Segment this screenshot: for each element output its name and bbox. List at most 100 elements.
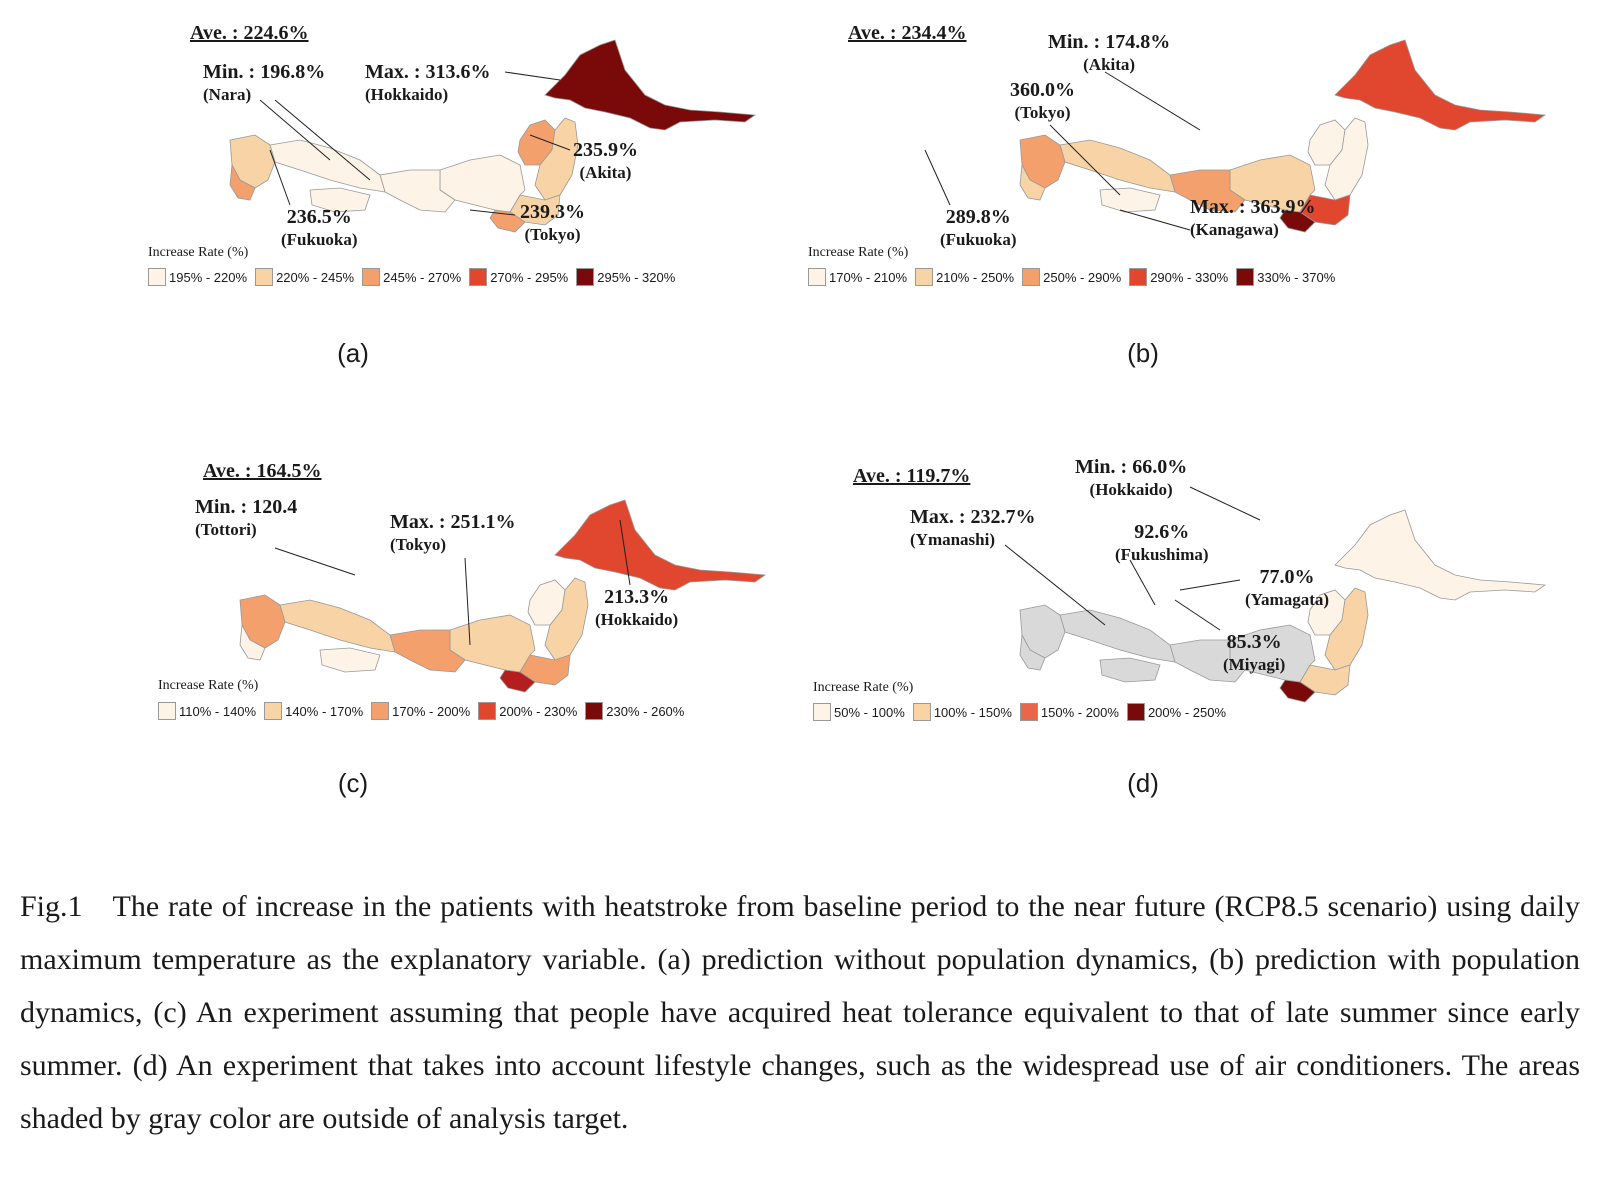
annotation-a5: 239.3% (Tokyo) — [520, 200, 585, 246]
region-kyushu_s — [239, 623, 266, 661]
annotation-prefecture: (Ymanashi) — [910, 530, 996, 549]
legend-swatch — [576, 268, 595, 286]
annotation-value: 92.6% — [1134, 521, 1190, 543]
panel-label: (d) — [1127, 768, 1159, 798]
annotation-prefecture: (Tokyo) — [1014, 103, 1071, 122]
legend-swatch — [1126, 703, 1145, 721]
legend-label: 295% - 320% — [597, 269, 676, 285]
leader-line — [1179, 579, 1241, 591]
annotation-value: 239.3% — [520, 201, 585, 223]
legend-label: 230% - 260% — [606, 703, 685, 719]
annotation-value: Max. : 313.6% — [365, 61, 491, 83]
panel-label: (c) — [337, 768, 369, 798]
average-label: Ave. : 119.7% — [853, 465, 971, 487]
legend-label: 200% - 250% — [1147, 704, 1227, 720]
leader-line — [1189, 486, 1261, 521]
region-kansai — [389, 629, 466, 673]
leader-line — [274, 99, 371, 181]
legend-item: 170% - 200% — [371, 702, 470, 720]
annotation-max: Max. : 251.1% (Tokyo) — [390, 510, 516, 556]
legend-label: 195% - 220% — [169, 269, 248, 285]
region-hokkaido — [1334, 509, 1547, 601]
region-kansai — [1169, 639, 1246, 683]
annotation-prefecture: (Yamagata) — [1245, 590, 1330, 609]
annotation-prefecture: (Kanagawa) — [1190, 220, 1279, 239]
annotation-value: Max. : 363.9% — [1190, 196, 1316, 218]
annotation-a5: 85.3% (Miyagi) — [1223, 630, 1285, 676]
legend-item: 270% - 295% — [469, 268, 568, 286]
map-panel-b: Ave. : 234.4% Min. : 174.8% (Akita) Max. : … — [790, 0, 1570, 420]
annotation-value: Min. : 196.8% — [203, 61, 326, 83]
japan-map — [1004, 486, 1547, 703]
annotation-a3: 235.9% (Akita) — [573, 138, 638, 184]
map-panel-d: Ave. : 119.7% Min. : 66.0% (Hokkaido) Max. … — [790, 430, 1570, 850]
region-kyushu_s — [1019, 633, 1046, 671]
legend-item: 330% - 370% — [1236, 268, 1335, 286]
legend-label: 220% - 245% — [276, 269, 355, 285]
annotation-prefecture: (Hokkaido) — [365, 85, 449, 104]
legend-swatch — [469, 268, 488, 286]
legend-swatch — [371, 702, 390, 720]
annotation-a3: 213.3% (Hokkaido) — [595, 585, 678, 631]
legend-swatch — [585, 702, 604, 720]
annotation-value: 77.0% — [1259, 566, 1315, 588]
region-tohoku — [1324, 117, 1369, 201]
panel-label: (a) — [337, 338, 369, 368]
legend-swatch — [1129, 268, 1148, 286]
region-kyushu_s — [1019, 163, 1046, 201]
annotation-max: Max. : 313.6% (Hokkaido) — [365, 60, 491, 106]
annotation-prefecture: (Tokyo) — [390, 535, 447, 554]
legend-label: 245% - 270% — [383, 269, 462, 285]
legend-item: 100% - 150% — [912, 703, 1012, 721]
annotation-max: Max. : 363.9% (Kanagawa) — [1190, 195, 1316, 241]
legend-item: 230% - 260% — [585, 702, 684, 720]
legend-swatch — [362, 268, 381, 286]
annotation-value: 213.3% — [604, 586, 670, 608]
legend-item: 210% - 250% — [915, 268, 1014, 286]
region-shikoku — [309, 187, 371, 213]
region-shikoku — [1099, 187, 1161, 213]
leader-line — [469, 209, 516, 216]
average-label: Ave. : 164.5% — [203, 460, 322, 482]
figure-caption: Fig.1 The rate of increase in the patien… — [20, 890, 1580, 1135]
annotation-a4: 289.8% (Fukuoka) — [940, 205, 1017, 251]
legend-label: 170% - 210% — [829, 269, 908, 285]
region-tohoku — [534, 117, 579, 201]
legend-title: Increase Rate (%) — [158, 678, 259, 693]
legend-label: 100% - 150% — [933, 704, 1012, 720]
annotation-value: Min. : 120.4 — [195, 496, 298, 518]
annotation-prefecture: (Fukuoka) — [940, 230, 1017, 249]
region-chugoku — [269, 139, 386, 193]
panel-label: (b) — [1127, 338, 1159, 368]
annotation-prefecture: (Fukushima) — [1115, 545, 1209, 564]
annotation-value: 360.0% — [1010, 79, 1075, 101]
annotation-prefecture: (Tottori) — [195, 520, 257, 539]
japan-map — [229, 39, 757, 233]
leader-line — [269, 149, 291, 206]
annotation-prefecture: (Fukuoka) — [281, 230, 358, 249]
leader-line — [1129, 559, 1156, 606]
legend: 170% - 210% 210% - 250% 250% - 290% 290% - … — [808, 268, 1335, 286]
legend-item: 250% - 290% — [1022, 268, 1121, 286]
leader-line — [1104, 71, 1201, 131]
annotation-prefecture: (Hokkaido) — [1089, 480, 1173, 499]
annotation-value: Min. : 66.0% — [1075, 456, 1188, 478]
annotation-value: 85.3% — [1226, 631, 1282, 653]
legend-label: 290% - 330% — [1150, 269, 1229, 285]
legend-swatch — [478, 702, 497, 720]
legend: 195% - 220% 220% - 245% 245% - 270% 270% - … — [148, 268, 675, 286]
map-panel-c: Ave. : 164.5% Min. : 120.4 (Tottori) Max. :… — [0, 430, 780, 850]
annotation-value: Max. : 232.7% — [910, 506, 1036, 528]
annotation-min: Min. : 196.8% (Nara) — [203, 60, 325, 106]
annotation-a3: 360.0% (Tokyo) — [1010, 78, 1075, 124]
legend-item: 195% - 220% — [148, 268, 247, 286]
legend-label: 150% - 200% — [1040, 704, 1119, 720]
map-panel-a: Ave. : 224.6% Min. : 196.8% (Nara) Max. : 3… — [0, 0, 780, 420]
legend-title: Increase Rate (%) — [813, 680, 914, 695]
region-tohoku — [544, 577, 589, 661]
legend-swatch — [813, 703, 831, 721]
legend-swatch — [148, 268, 166, 286]
legend-item: 200% - 250% — [1126, 703, 1227, 721]
annotation-min: Min. : 66.0% (Hokkaido) — [1075, 455, 1187, 501]
legend-swatch — [808, 268, 826, 286]
